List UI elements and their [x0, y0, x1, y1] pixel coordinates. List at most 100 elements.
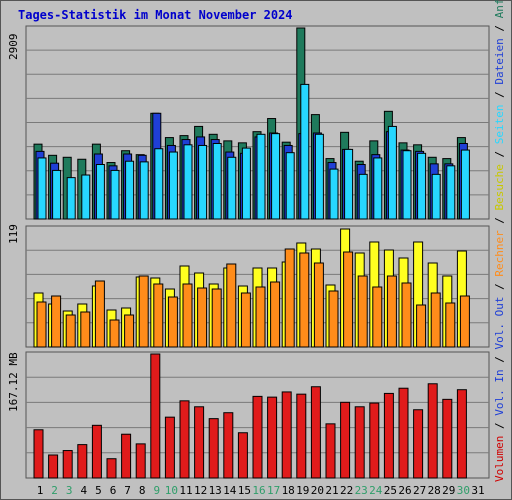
bar-volumen-day-29	[442, 398, 453, 479]
bar-rechner-day-1	[36, 301, 47, 348]
bar-volumen-day-30	[456, 389, 467, 479]
bar-seiten-day-25	[387, 125, 397, 220]
bar-volumen-day-27	[413, 409, 424, 479]
bar-rechner-day-16	[255, 286, 266, 348]
x-tick-label-day-10: 10	[165, 484, 178, 497]
bar-seiten-day-3	[66, 177, 76, 220]
bar-rechner-day-9	[153, 283, 164, 348]
x-tick-label-day-2: 2	[51, 484, 58, 497]
x-tick-label-day-9: 9	[153, 484, 160, 497]
bar-rechner-day-23	[357, 275, 368, 348]
bar-seiten-day-15	[241, 147, 251, 220]
x-tick-label-day-1: 1	[37, 484, 44, 497]
x-tick-label-day-29: 29	[442, 484, 455, 497]
bar-rechner-day-12	[197, 287, 208, 348]
bar-volumen-day-1	[33, 429, 44, 479]
x-tick-label-day-20: 20	[311, 484, 324, 497]
bar-rechner-day-28	[430, 292, 441, 348]
bar-volumen-day-15	[237, 432, 248, 479]
x-tick-label-day-24: 24	[369, 484, 383, 497]
bar-seiten-day-11	[183, 144, 193, 220]
x-tick-label-day-28: 28	[428, 484, 441, 497]
bar-rechner-day-4	[80, 311, 91, 348]
bar-seiten-day-8	[139, 161, 149, 220]
x-tick-label-day-17: 17	[267, 484, 280, 497]
bar-seiten-day-14	[227, 156, 237, 220]
x-tick-label-day-30: 30	[457, 484, 470, 497]
bar-seiten-day-21	[329, 168, 339, 220]
x-tick-label-day-26: 26	[398, 484, 411, 497]
bar-rechner-day-13	[211, 288, 222, 348]
bar-volumen-day-12	[194, 406, 205, 479]
x-tick-label-day-18: 18	[282, 484, 295, 497]
bar-rechner-day-22	[343, 251, 354, 348]
x-tick-label-day-31: 31	[471, 484, 484, 497]
x-tick-label-day-6: 6	[110, 484, 117, 497]
bar-rechner-day-18	[284, 248, 295, 348]
x-tick-label-day-8: 8	[139, 484, 146, 497]
chart-title: Tages-Statistik im Monat November 2024	[18, 8, 293, 22]
bar-rechner-day-26	[401, 282, 412, 348]
bar-rechner-day-24	[372, 286, 383, 348]
bar-seiten-day-13	[212, 142, 222, 220]
bar-seiten-day-17	[271, 133, 281, 220]
bar-volumen-day-7	[121, 433, 132, 479]
bar-rechner-day-19	[299, 252, 310, 348]
bar-rechner-day-10	[167, 296, 178, 348]
bar-seiten-day-26	[402, 150, 412, 220]
bar-seiten-day-20	[314, 133, 324, 220]
bar-seiten-day-22	[344, 148, 354, 220]
x-tick-label-day-16: 16	[252, 484, 265, 497]
x-tick-label-day-27: 27	[413, 484, 426, 497]
bar-volumen-day-25	[383, 392, 394, 479]
bar-volumen-day-6	[106, 458, 117, 479]
bar-volumen-day-5	[91, 424, 102, 479]
bar-seiten-day-7	[125, 160, 135, 220]
bar-seiten-day-2	[52, 169, 62, 220]
bar-rechner-day-8	[138, 275, 149, 348]
bar-rechner-day-27	[416, 304, 427, 348]
x-tick-label-day-5: 5	[95, 484, 102, 497]
bar-volumen-day-28	[427, 383, 438, 479]
bar-seiten-day-29	[446, 165, 456, 220]
x-tick-label-day-15: 15	[238, 484, 251, 497]
bar-rechner-day-25	[386, 275, 397, 348]
bar-volumen-day-21	[325, 423, 336, 479]
x-tick-label-day-14: 14	[223, 484, 237, 497]
bar-rechner-day-3	[65, 314, 76, 348]
bar-volumen-day-3	[62, 450, 73, 479]
bar-seiten-day-12	[198, 144, 208, 220]
bar-volumen-day-23	[354, 406, 365, 479]
bar-rechner-day-30	[459, 295, 470, 348]
bar-seiten-day-28	[431, 173, 441, 220]
x-tick-label-day-25: 25	[384, 484, 397, 497]
bar-seiten-day-16	[256, 133, 266, 220]
bar-rechner-day-15	[240, 292, 251, 348]
bar-volumen-day-13	[208, 418, 219, 479]
bar-volumen-day-16	[252, 395, 263, 479]
bar-seiten-day-4	[81, 174, 91, 220]
bar-seiten-day-10	[168, 151, 178, 220]
bar-rechner-day-7	[124, 314, 135, 348]
bar-volumen-day-19	[296, 393, 307, 479]
bar-rechner-day-2	[51, 295, 62, 348]
x-tick-label-day-23: 23	[355, 484, 368, 497]
bar-seiten-day-19	[300, 83, 310, 220]
bar-volumen-day-9	[150, 353, 161, 479]
bar-volumen-day-18	[281, 391, 292, 479]
bar-volumen-day-26	[398, 387, 409, 479]
x-tick-label-day-13: 13	[209, 484, 222, 497]
bar-rechner-day-6	[109, 319, 120, 348]
bar-volumen-day-24	[369, 402, 380, 479]
bar-seiten-day-5	[95, 164, 105, 220]
bar-volumen-day-10	[164, 416, 175, 479]
x-tick-label-day-19: 19	[296, 484, 309, 497]
bar-volumen-day-4	[77, 444, 88, 479]
bar-seiten-day-30	[460, 149, 470, 220]
bar-seiten-day-9	[154, 148, 164, 220]
x-tick-label-day-12: 12	[194, 484, 207, 497]
bar-volumen-day-20	[310, 386, 321, 479]
x-tick-label-day-4: 4	[80, 484, 87, 497]
bar-seiten-day-27	[417, 152, 427, 220]
